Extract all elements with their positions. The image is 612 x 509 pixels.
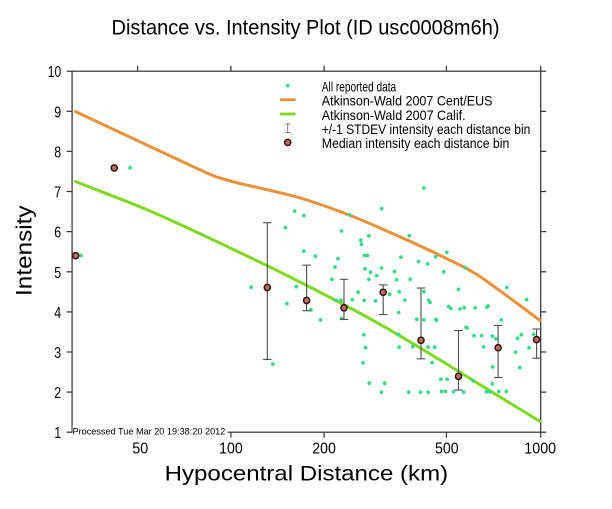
svg-text:Hypocentral Distance (km): Hypocentral Distance (km) bbox=[165, 461, 449, 485]
svg-text:1000: 1000 bbox=[524, 441, 556, 458]
svg-text:7: 7 bbox=[54, 185, 61, 202]
svg-text:Median intensity each distance: Median intensity each distance bin bbox=[322, 136, 510, 151]
svg-text:9: 9 bbox=[54, 104, 61, 121]
svg-text:Atkinson-Wald 2007 Cent/EUS: Atkinson-Wald 2007 Cent/EUS bbox=[322, 94, 493, 109]
svg-text:6: 6 bbox=[54, 225, 61, 242]
svg-text:100: 100 bbox=[219, 441, 243, 458]
svg-text:+/-1 STDEV intensity each dist: +/-1 STDEV intensity each distance bin bbox=[322, 122, 531, 137]
svg-text:1: 1 bbox=[54, 425, 61, 442]
svg-text:3: 3 bbox=[54, 345, 61, 362]
svg-text:5: 5 bbox=[54, 265, 61, 282]
svg-text:50: 50 bbox=[132, 441, 148, 458]
svg-text:All reported data: All reported data bbox=[322, 79, 397, 94]
svg-text:Processed Tue Mar 20 19:38:20: Processed Tue Mar 20 19:38:20 2012 bbox=[73, 426, 226, 437]
svg-text:2: 2 bbox=[54, 385, 61, 402]
svg-text:200: 200 bbox=[312, 441, 336, 458]
svg-text:Intensity: Intensity bbox=[12, 205, 37, 296]
svg-text:8: 8 bbox=[54, 144, 61, 161]
svg-text:Atkinson-Wald 2007 Calif.: Atkinson-Wald 2007 Calif. bbox=[322, 108, 466, 123]
svg-text:Distance vs. Intensity Plot (I: Distance vs. Intensity Plot (ID usc0008m… bbox=[112, 16, 500, 39]
svg-text:4: 4 bbox=[54, 305, 61, 322]
svg-text:10: 10 bbox=[48, 64, 61, 81]
svg-text:500: 500 bbox=[435, 441, 459, 458]
